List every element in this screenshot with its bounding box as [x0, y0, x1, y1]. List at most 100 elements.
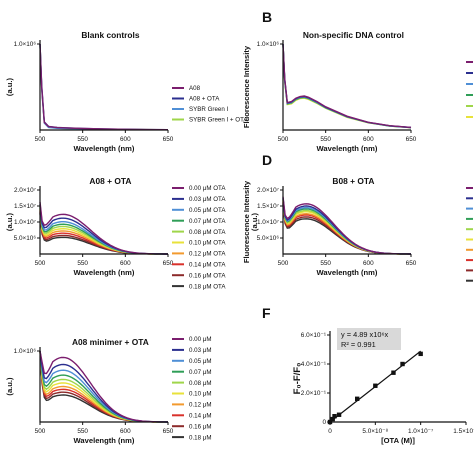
- y-axis-title: (a.u.): [5, 77, 14, 96]
- y-axis-title: Fluorescence Intensity: [242, 45, 251, 128]
- data-point: [330, 416, 335, 422]
- x-tick-label: 650: [406, 136, 417, 143]
- x-tick-label: 500: [278, 136, 289, 143]
- x-tick-label: 550: [77, 260, 88, 267]
- series-line-1: [282, 43, 412, 129]
- y-tick-label: 4.0×10⁻¹: [301, 361, 326, 368]
- chart-a08_ota: 500 550 600 650 5.0×10⁶ 1.0×10⁷ 1.5×10⁷ 2.0×10⁷…: [5, 176, 226, 290]
- series-line-0: [39, 43, 169, 131]
- chart-a08_minimer: 500 550 600 650 1.0×10⁶ Wavelength (nm) (a.u.)…: [5, 336, 211, 445]
- axes-frame: [39, 40, 168, 131]
- x-tick-label: 650: [163, 428, 174, 435]
- fit-equation: y = 4.89 x10⁶x: [341, 330, 389, 339]
- panels-group: 500 550 600 650 1.0×10⁶ Wavelength (nm) (a.u.)…: [5, 30, 474, 445]
- chart-nonspecific: 500 550 600 650 1.0×10⁶ Wavelength (nm) Fluore…: [242, 30, 473, 153]
- legend-label: 0.00 μM OTA: [189, 185, 226, 192]
- y-tick-label: 1.0×10⁶: [14, 348, 37, 355]
- y-axis-title-unit: (a.u.): [250, 212, 259, 231]
- series-line-0: [282, 43, 412, 129]
- y-tick-label: 1.0×10⁷: [14, 219, 37, 226]
- panel-letter-d: D: [262, 152, 272, 168]
- series-line-1: [39, 43, 169, 131]
- legend-label: 0.10 μM OTA: [189, 240, 226, 247]
- data-point: [391, 370, 396, 375]
- series-line-4: [282, 43, 412, 129]
- fit-r-squared: R² = 0.991: [341, 340, 376, 349]
- legend-label: 0.05 μM: [189, 358, 211, 365]
- x-axis-title: Wavelength (nm): [74, 436, 135, 445]
- legend-label: SYBR Green I + OTA: [189, 117, 248, 124]
- x-tick-label: 0: [328, 428, 332, 435]
- x-tick-label: 550: [77, 428, 88, 435]
- legend-label: 0.03 μM OTA: [189, 196, 226, 203]
- legend-label: SYBR Green I: [189, 106, 228, 113]
- y-tick-label: 2.0×10⁻¹: [301, 390, 326, 397]
- chart-b08_ota: 500 550 600 650 5.0×10⁶ 1.0×10⁷ 1.5×10⁷ 2.0×10⁷…: [242, 176, 473, 282]
- x-tick-label: 500: [35, 428, 46, 435]
- y-tick-label: 2.0×10⁷: [14, 187, 37, 194]
- data-point: [418, 351, 423, 357]
- x-axis-title: [OTA (M)]: [381, 436, 415, 445]
- y-tick-label: 2.0×10⁷: [257, 187, 280, 194]
- legend-label: 0.08 μM OTA: [189, 229, 226, 236]
- y-tick-label: 1.0×10⁶: [257, 41, 280, 48]
- panel-letter-b: B: [262, 9, 272, 25]
- data-point: [355, 396, 360, 401]
- legend-label: 0.18 μM OTA: [189, 283, 226, 290]
- data-point: [400, 361, 405, 367]
- x-tick-label: 1.0×10⁻⁷: [408, 428, 434, 435]
- legend-label: 0.07 μM OTA: [189, 218, 226, 225]
- legend-label: 0.07 μM: [189, 369, 211, 376]
- x-tick-label: 500: [35, 136, 46, 143]
- data-point: [373, 383, 378, 388]
- series-line-7: [282, 202, 411, 255]
- y-tick-label: 1.0×10⁶: [14, 41, 37, 48]
- legend-label: 0.08 μM: [189, 380, 211, 387]
- equation-box: [337, 328, 401, 350]
- x-tick-label: 650: [163, 260, 174, 267]
- data-point: [332, 414, 337, 419]
- legend-label: 0.16 μM: [189, 423, 211, 430]
- plot-title: A08 + OTA: [89, 176, 131, 186]
- axes-frame: [282, 186, 411, 255]
- x-axis-title: Wavelength (nm): [317, 268, 378, 277]
- x-tick-label: 600: [363, 260, 374, 267]
- y-tick-label: 5.0×10⁶: [14, 235, 37, 242]
- plot-title: B08 + OTA: [332, 176, 374, 186]
- series-line-1: [282, 197, 411, 255]
- x-tick-label: 600: [120, 260, 131, 267]
- x-tick-label: 500: [278, 260, 289, 267]
- x-tick-label: 650: [406, 260, 417, 267]
- chart-blank: 500 550 600 650 1.0×10⁶ Wavelength (nm) (a.u.)…: [5, 30, 248, 153]
- data-point: [336, 412, 342, 417]
- x-axis-title: Wavelength (nm): [317, 144, 378, 153]
- x-tick-label: 1.5×10⁻⁷: [453, 428, 474, 435]
- chart-calibration: 0 5.0×10⁻⁸ 1.0×10⁻⁷ 1.5×10⁻⁷ 0 2.0×10⁻¹ 4.0×10…: [292, 328, 474, 445]
- series-line-2: [39, 43, 169, 131]
- x-tick-label: 600: [363, 136, 374, 143]
- plot-title: Non-specific DNA control: [303, 30, 404, 40]
- x-tick-label: 550: [320, 260, 331, 267]
- x-axis-title: Wavelength (nm): [74, 268, 135, 277]
- series-line-5: [282, 43, 412, 129]
- legend-label: 0.05 μM OTA: [189, 207, 226, 214]
- legend-label: 0.16 μM OTA: [189, 272, 226, 279]
- x-tick-label: 5.0×10⁻⁸: [362, 428, 388, 435]
- y-axis-title: (a.u.): [5, 377, 14, 396]
- legend-label: A08: [189, 85, 201, 92]
- plot-title: Blank controls: [81, 30, 140, 40]
- y-tick-label: 6.0×10⁻¹: [301, 332, 326, 339]
- series-line-2: [282, 43, 412, 129]
- y-tick-label: 5.0×10⁶: [257, 235, 280, 242]
- series-line-3: [39, 43, 169, 131]
- legend-label: 0.14 μM OTA: [189, 262, 226, 269]
- legend-label: 0.12 μM: [189, 402, 211, 409]
- panel-letter-f: F: [262, 305, 271, 321]
- data-point: [327, 419, 333, 425]
- x-tick-label: 600: [120, 428, 131, 435]
- y-tick-label: 1.5×10⁷: [14, 203, 37, 210]
- legend-label: 0.00 μM: [189, 336, 211, 343]
- y-tick-label: 1.5×10⁷: [257, 203, 280, 210]
- legend-label: 0.18 μM: [189, 434, 211, 441]
